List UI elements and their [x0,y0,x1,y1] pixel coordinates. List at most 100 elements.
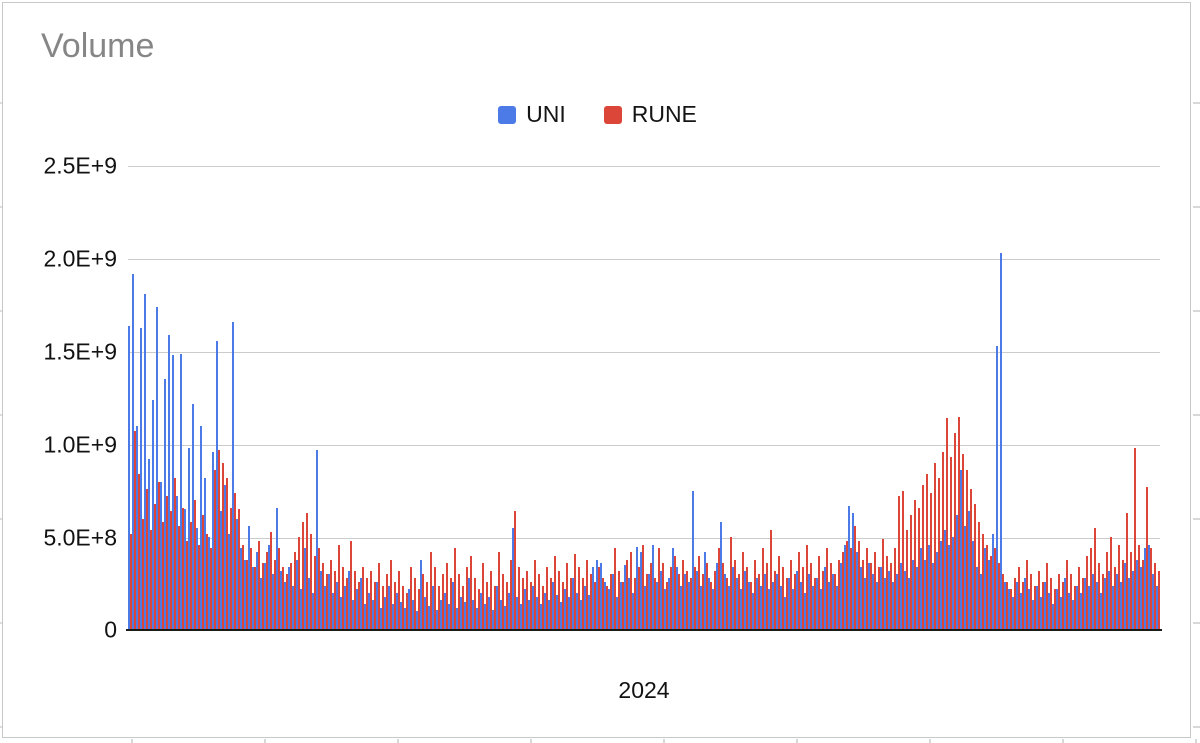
rune-bar[interactable] [246,559,248,630]
rune-bar[interactable] [510,559,512,630]
rune-bar[interactable] [282,566,284,630]
uni-bar[interactable] [640,552,642,630]
uni-bar[interactable] [252,566,254,630]
uni-bar[interactable] [728,585,730,630]
uni-bar[interactable] [968,511,970,630]
rune-bar[interactable] [718,548,720,630]
rune-bar[interactable] [630,552,632,630]
rune-bar[interactable] [234,492,236,630]
uni-bar[interactable] [292,585,294,630]
rune-bar[interactable] [990,555,992,630]
uni-bar[interactable] [156,307,158,630]
rune-bar[interactable] [746,566,748,630]
uni-bar[interactable] [380,607,382,630]
uni-bar[interactable] [1068,592,1070,630]
uni-bar[interactable] [944,529,946,630]
rune-bar[interactable] [1098,563,1100,630]
rune-bar[interactable] [190,522,192,630]
rune-bar[interactable] [154,503,156,630]
uni-bar[interactable] [340,596,342,630]
rune-bar[interactable] [930,492,932,630]
rune-bar[interactable] [202,514,204,630]
uni-bar[interactable] [232,321,234,630]
rune-bar[interactable] [962,453,964,630]
rune-bar[interactable] [374,581,376,630]
uni-bar[interactable] [436,609,438,630]
uni-bar[interactable] [904,570,906,630]
uni-bar[interactable] [488,596,490,630]
uni-bar[interactable] [600,563,602,630]
rune-bar[interactable] [986,544,988,630]
rune-bar[interactable] [810,563,812,630]
uni-bar[interactable] [1016,581,1018,630]
uni-bar[interactable] [348,570,350,630]
uni-bar[interactable] [992,533,994,630]
rune-bar[interactable] [182,507,184,630]
rune-bar[interactable] [882,539,884,630]
uni-bar[interactable] [1108,570,1110,630]
uni-bar[interactable] [720,522,722,630]
rune-bar[interactable] [938,477,940,630]
uni-bar[interactable] [732,566,734,630]
rune-bar[interactable] [174,477,176,630]
uni-bar[interactable] [536,596,538,630]
rune-bar[interactable] [454,548,456,630]
rune-bar[interactable] [1018,566,1020,630]
uni-bar[interactable] [604,581,606,630]
uni-bar[interactable] [800,581,802,630]
uni-bar[interactable] [272,574,274,630]
uni-bar[interactable] [708,578,710,630]
rune-bar[interactable] [474,578,476,630]
uni-bar[interactable] [164,379,166,630]
uni-bar[interactable] [496,585,498,630]
rune-bar[interactable] [342,566,344,630]
rune-bar[interactable] [450,578,452,630]
rune-bar[interactable] [1122,559,1124,630]
rune-bar[interactable] [1074,585,1076,630]
uni-bar[interactable] [1044,581,1046,630]
uni-bar[interactable] [756,578,758,630]
uni-bar[interactable] [724,574,726,630]
uni-bar[interactable] [664,589,666,630]
rune-bar[interactable] [942,451,944,630]
uni-bar[interactable] [820,589,822,630]
rune-bar[interactable] [1058,574,1060,630]
rune-bar[interactable] [926,474,928,630]
rune-bar[interactable] [666,581,668,630]
rune-bar[interactable] [486,581,488,630]
rune-bar[interactable] [378,563,380,630]
uni-bar[interactable] [220,511,222,630]
rune-bar[interactable] [878,566,880,630]
uni-bar[interactable] [1132,570,1134,630]
uni-bar[interactable] [228,533,230,630]
rune-bar[interactable] [542,585,544,630]
uni-bar[interactable] [452,581,454,630]
rune-bar[interactable] [678,574,680,630]
uni-bar[interactable] [796,570,798,630]
uni-bar[interactable] [180,353,182,630]
uni-bar[interactable] [616,596,618,630]
uni-bar[interactable] [916,566,918,630]
rune-bar[interactable] [558,570,560,630]
uni-bar[interactable] [956,514,958,630]
rune-bar[interactable] [950,457,952,630]
uni-bar[interactable] [1092,574,1094,630]
uni-bar[interactable] [324,585,326,630]
uni-bar[interactable] [660,570,662,630]
plot-area[interactable] [128,166,1160,630]
uni-bar[interactable] [808,574,810,630]
uni-bar[interactable] [212,451,214,630]
rune-bar[interactable] [902,490,904,630]
rune-bar[interactable] [214,470,216,630]
rune-bar[interactable] [1086,555,1088,630]
rune-bar[interactable] [386,574,388,630]
rune-bar[interactable] [134,431,136,630]
rune-bar[interactable] [438,585,440,630]
uni-bar[interactable] [556,594,558,630]
rune-bar[interactable] [582,578,584,630]
uni-bar[interactable] [676,566,678,630]
uni-bar[interactable] [484,604,486,630]
uni-bar[interactable] [280,570,282,630]
rune-bar[interactable] [802,566,804,630]
rune-bar[interactable] [710,581,712,630]
